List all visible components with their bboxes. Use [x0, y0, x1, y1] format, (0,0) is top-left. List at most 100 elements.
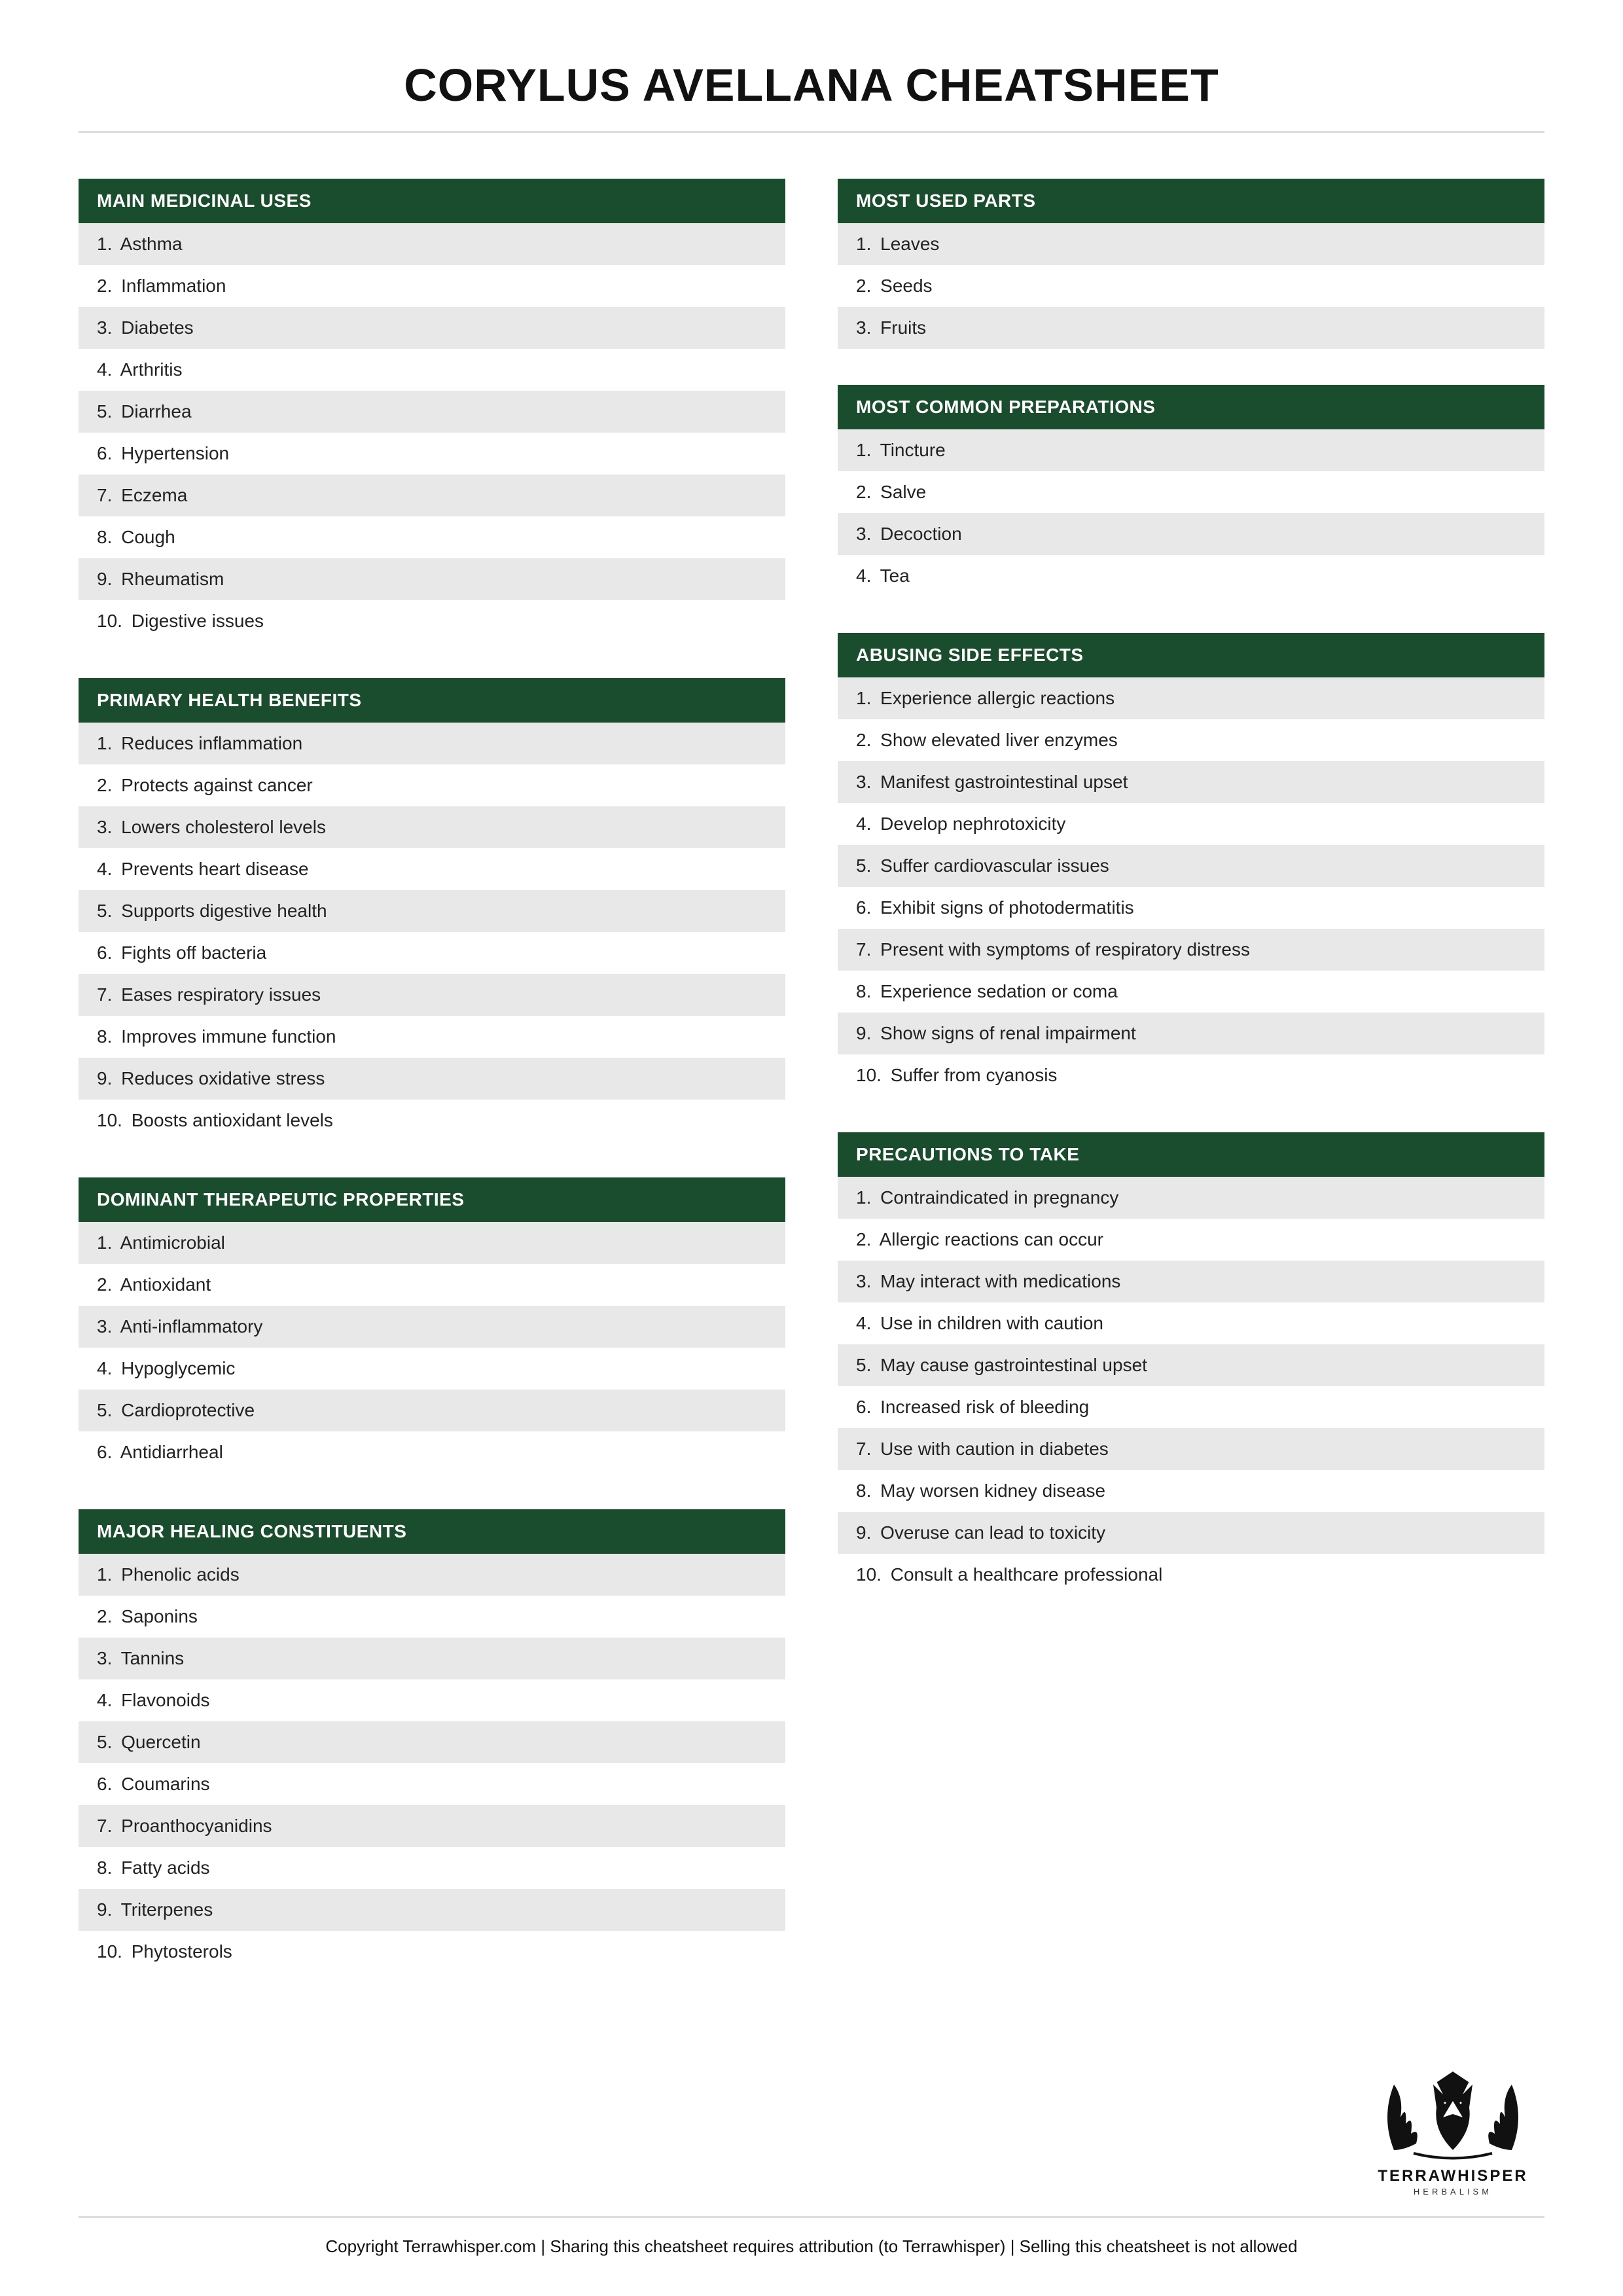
list-item: 10. Phytosterols [79, 1931, 785, 1973]
item-number: 7. [97, 984, 112, 1005]
section-list: 1. Phenolic acids2. Saponins3. Tannins4.… [79, 1554, 785, 1973]
item-text: Arthritis [120, 359, 183, 380]
list-item: 4. Tea [838, 555, 1544, 597]
section-header: ABUSING SIDE EFFECTS [838, 633, 1544, 677]
item-number: 5. [856, 855, 871, 876]
list-item: 2. Allergic reactions can occur [838, 1219, 1544, 1261]
list-item: 7. Present with symptoms of respiratory … [838, 929, 1544, 971]
item-text: Eases respiratory issues [121, 984, 321, 1005]
item-number: 5. [856, 1355, 871, 1375]
item-text: Tea [880, 565, 910, 586]
brand-logo: TERRAWHISPER HERBALISM [1361, 2052, 1544, 2197]
item-number: 1. [97, 1232, 112, 1253]
item-number: 7. [856, 939, 871, 960]
section-list: 1. Contraindicated in pregnancy2. Allerg… [838, 1177, 1544, 1596]
item-text: Suffer from cyanosis [891, 1065, 1058, 1085]
item-number: 5. [97, 1400, 112, 1420]
item-text: Suffer cardiovascular issues [880, 855, 1109, 876]
item-text: Tincture [880, 440, 946, 460]
list-item: 7. Use with caution in diabetes [838, 1428, 1544, 1470]
list-item: 3. Fruits [838, 307, 1544, 349]
item-number: 6. [97, 1442, 112, 1462]
item-text: Hypertension [121, 443, 229, 463]
content-columns: MAIN MEDICINAL USES1. Asthma 2. Inflammat… [79, 179, 1544, 2052]
list-item: 8. May worsen kidney disease [838, 1470, 1544, 1512]
item-text: Fights off bacteria [121, 942, 266, 963]
item-text: Anti-inflammatory [120, 1316, 263, 1336]
section-header: DOMINANT THERAPEUTIC PROPERTIES [79, 1177, 785, 1222]
list-item: 6. Coumarins [79, 1763, 785, 1805]
item-text: Digestive issues [132, 611, 264, 631]
section-header: MAIN MEDICINAL USES [79, 179, 785, 223]
item-text: Phytosterols [132, 1941, 232, 1962]
list-item: 7. Eczema [79, 475, 785, 516]
item-text: Present with symptoms of respiratory dis… [880, 939, 1250, 960]
section: MOST COMMON PREPARATIONS1. Tincture2. Sa… [838, 385, 1544, 597]
item-number: 8. [97, 1857, 112, 1878]
item-text: May worsen kidney disease [880, 1480, 1105, 1501]
item-number: 4. [856, 565, 871, 586]
item-number: 9. [97, 569, 112, 589]
item-number: 2. [856, 730, 871, 750]
item-text: Triterpenes [121, 1899, 213, 1920]
item-text: Use in children with caution [880, 1313, 1103, 1333]
item-text: Manifest gastrointestinal upset [880, 772, 1128, 792]
item-text: Tannins [121, 1648, 185, 1668]
item-text: Reduces oxidative stress [121, 1068, 325, 1088]
list-item: 7. Eases respiratory issues [79, 974, 785, 1016]
item-text: Supports digestive health [121, 901, 327, 921]
list-item: 4. Hypoglycemic [79, 1348, 785, 1390]
item-number: 9. [97, 1899, 112, 1920]
item-number: 9. [856, 1522, 871, 1543]
list-item: 1. Experience allergic reactions [838, 677, 1544, 719]
list-item: 3. Decoction [838, 513, 1544, 555]
item-text: Antimicrobial [120, 1232, 225, 1253]
item-text: Rheumatism [121, 569, 224, 589]
list-item: 1. Antimicrobial [79, 1222, 785, 1264]
list-item: 1. Asthma [79, 223, 785, 265]
item-number: 8. [856, 1480, 871, 1501]
item-number: 6. [97, 1774, 112, 1794]
item-number: 4. [856, 1313, 871, 1333]
item-number: 1. [856, 234, 871, 254]
item-number: 10. [97, 1110, 122, 1130]
item-text: Show elevated liver enzymes [880, 730, 1118, 750]
item-text: Antioxidant [120, 1274, 211, 1295]
item-text: May interact with medications [880, 1271, 1120, 1291]
list-item: 2. Salve [838, 471, 1544, 513]
item-text: Develop nephrotoxicity [880, 814, 1065, 834]
item-number: 3. [97, 1316, 112, 1336]
list-item: 3. Tannins [79, 1638, 785, 1679]
logo-row: TERRAWHISPER HERBALISM [79, 2052, 1544, 2216]
item-text: May cause gastrointestinal upset [880, 1355, 1147, 1375]
item-number: 3. [97, 317, 112, 338]
section-list: 1. Antimicrobial 2. Antioxidant 3. Anti-in… [79, 1222, 785, 1473]
item-text: Boosts antioxidant levels [132, 1110, 333, 1130]
item-number: 8. [97, 527, 112, 547]
item-number: 8. [97, 1026, 112, 1047]
item-text: Hypoglycemic [121, 1358, 235, 1378]
item-number: 9. [856, 1023, 871, 1043]
item-text: Protects against cancer [121, 775, 313, 795]
item-text: Fatty acids [121, 1857, 209, 1878]
list-item: 5. Suffer cardiovascular issues [838, 845, 1544, 887]
item-number: 2. [97, 1274, 112, 1295]
item-number: 2. [97, 1606, 112, 1626]
section: ABUSING SIDE EFFECTS1. Experience allerg… [838, 633, 1544, 1096]
item-text: Inflammation [121, 276, 226, 296]
item-text: Eczema [121, 485, 187, 505]
section: MAIN MEDICINAL USES1. Asthma2. Inflammat… [79, 179, 785, 642]
list-item: 5. Diarrhea [79, 391, 785, 433]
right-column: MOST USED PARTS1. Leaves2. Seeds3. Fruit… [838, 179, 1544, 2052]
item-text: Salve [880, 482, 926, 502]
list-item: 3. Lowers cholesterol levels [79, 806, 785, 848]
list-item: 4. Prevents heart disease [79, 848, 785, 890]
list-item: 1. Tincture [838, 429, 1544, 471]
list-item: 9. Show signs of renal impairment [838, 1013, 1544, 1054]
item-text: Allergic reactions can occur [880, 1229, 1103, 1249]
item-number: 3. [856, 524, 871, 544]
list-item: 3. Diabetes [79, 307, 785, 349]
list-item: 5. May cause gastrointestinal upset [838, 1344, 1544, 1386]
item-number: 7. [97, 1816, 112, 1836]
item-text: Exhibit signs of photodermatitis [880, 897, 1134, 918]
